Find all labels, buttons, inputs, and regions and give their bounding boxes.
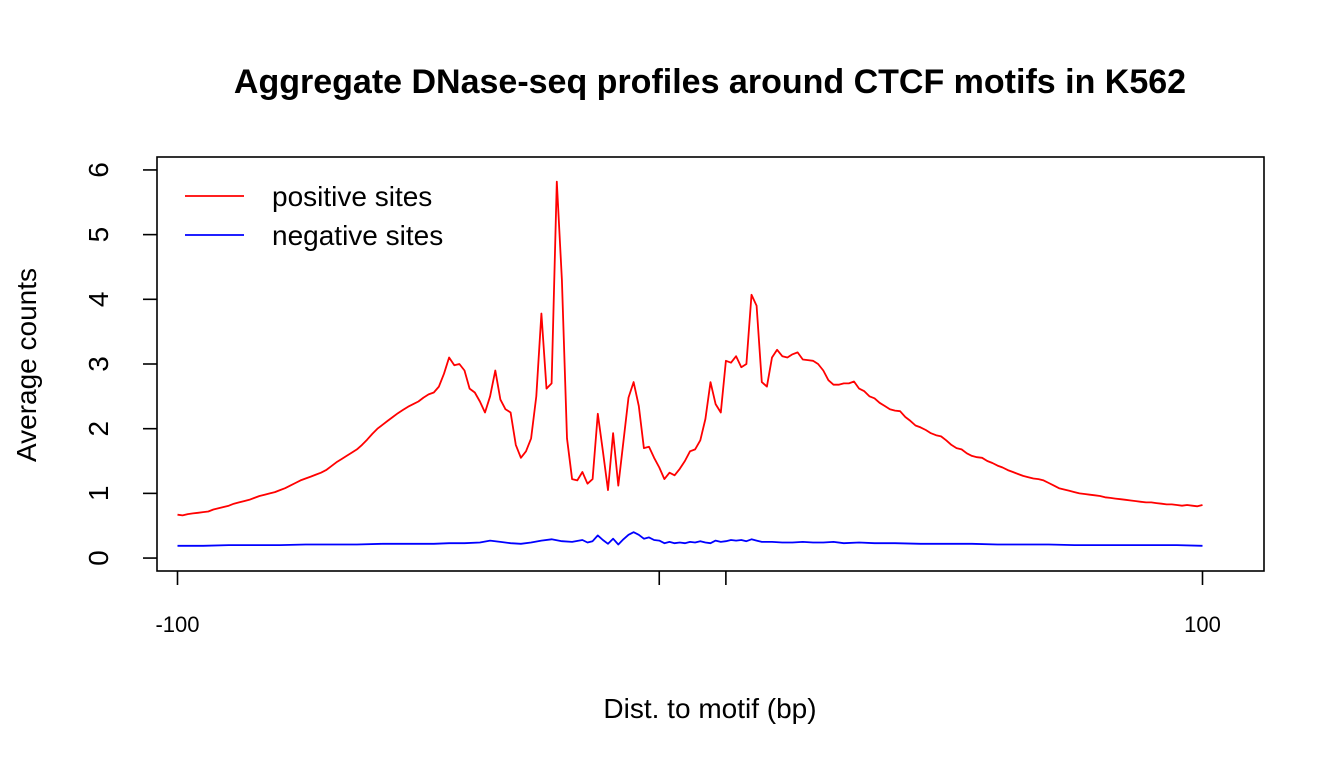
y-tick-label: 0 [83,550,114,566]
y-tick-label: 2 [83,421,114,437]
y-tick-label: 3 [83,356,114,372]
series-line-positive [177,180,1203,517]
y-tick-label: 4 [83,292,114,308]
y-tick-label: 6 [83,162,114,178]
chart-title: Aggregate DNase-seq profiles around CTCF… [234,63,1186,101]
legend-label-positive: positive sites [272,181,432,212]
y-tick-label: 5 [83,227,114,243]
y-axis: 0 1 2 3 4 5 6 [83,162,157,566]
x-axis-label: Dist. to motif (bp) [603,693,816,724]
legend: positive sites negative sites [185,181,443,251]
legend-label-negative: negative sites [272,220,443,251]
y-tick-label: 1 [83,486,114,502]
x-tick-label: -100 [155,612,199,637]
y-axis-label: Average counts [11,268,42,462]
series-line-negative [177,531,1203,547]
series-layer [177,180,1203,547]
x-tick-label: 100 [1184,612,1221,637]
x-axis: -100 100 [155,571,1221,637]
